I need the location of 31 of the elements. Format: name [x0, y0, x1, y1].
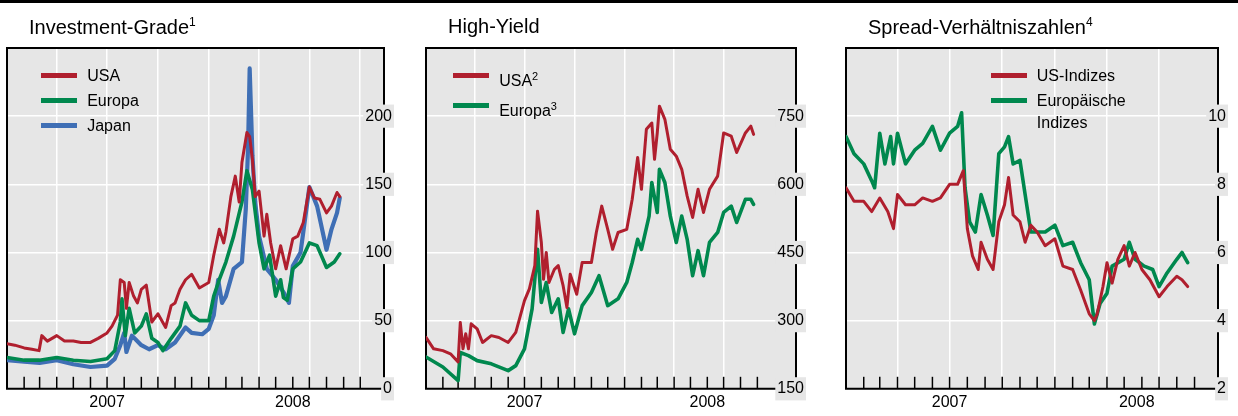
y-tick-label: 0	[383, 379, 393, 397]
y-tick-label: 600	[777, 174, 805, 192]
y-tick-label: 10	[1208, 106, 1227, 124]
x-tick-label: 2008	[689, 392, 726, 410]
y-tick-label: 450	[777, 242, 805, 260]
legend-label: USA$^{2}$	[499, 69, 539, 92]
y-tick-label: 2	[1217, 379, 1227, 397]
x-tick-label: 2007	[89, 392, 125, 410]
chart-title: Spread-Verhältniszahlen$^{4}$	[868, 15, 1093, 39]
y-tick-label: 150	[365, 174, 393, 192]
y-tick-label: 750	[777, 106, 805, 124]
legend-label: USA	[87, 66, 121, 86]
y-tick-label: 200	[365, 106, 393, 124]
legend-label: Europäische Indizes	[1036, 91, 1127, 133]
x-tick-label: 2007	[931, 392, 968, 410]
y-tick-label: 4	[1217, 311, 1227, 329]
chart-title: Investment-Grade$^{1}$	[29, 15, 196, 39]
legend-label: Europa	[87, 91, 139, 111]
x-tick-label: 2008	[1118, 392, 1155, 410]
legend-label: Europa$^{3}$	[499, 99, 557, 122]
chart-title: High-Yield	[448, 15, 540, 38]
y-tick-label: 300	[777, 311, 805, 329]
y-tick-label: 8	[1217, 174, 1227, 192]
legend-label: Japan	[87, 116, 131, 136]
y-tick-label: 6	[1217, 242, 1227, 260]
y-tick-label: 100	[365, 242, 393, 260]
x-tick-label: 2008	[274, 392, 311, 410]
x-tick-label: 2007	[506, 392, 543, 410]
y-tick-label: 150	[777, 379, 805, 397]
y-tick-label: 50	[374, 311, 393, 329]
legend-label: US-Indizes	[1036, 66, 1116, 86]
